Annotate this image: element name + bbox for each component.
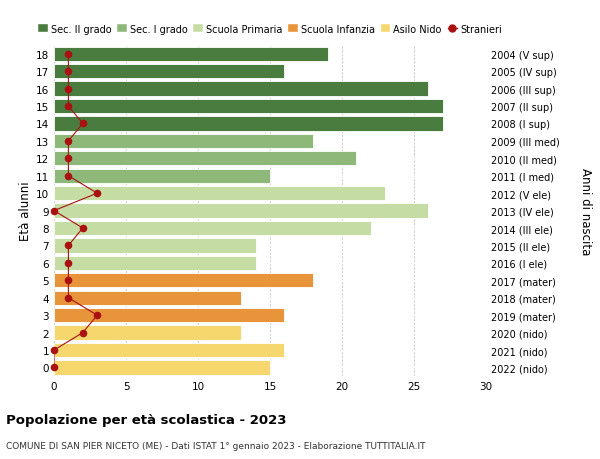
Bar	[54, 134, 313, 149]
Bar	[54, 256, 256, 270]
Point	[64, 103, 73, 111]
Point	[92, 190, 102, 197]
Y-axis label: Anni di nascita: Anni di nascita	[579, 168, 592, 255]
Bar	[54, 82, 428, 96]
Bar	[54, 204, 428, 218]
Bar	[54, 47, 328, 62]
Point	[92, 312, 102, 319]
Bar	[54, 343, 284, 358]
Legend: Sec. II grado, Sec. I grado, Scuola Primaria, Scuola Infanzia, Asilo Nido, Stran: Sec. II grado, Sec. I grado, Scuola Prim…	[38, 24, 502, 34]
Point	[64, 155, 73, 162]
Point	[78, 121, 88, 128]
Point	[49, 364, 59, 371]
Point	[64, 86, 73, 93]
Point	[49, 207, 59, 215]
Bar	[54, 239, 256, 253]
Point	[64, 173, 73, 180]
Text: Popolazione per età scolastica - 2023: Popolazione per età scolastica - 2023	[6, 413, 287, 426]
Bar	[54, 326, 241, 340]
Point	[64, 294, 73, 302]
Bar	[54, 274, 313, 288]
Point	[49, 347, 59, 354]
Y-axis label: Età alunni: Età alunni	[19, 181, 32, 241]
Point	[64, 260, 73, 267]
Point	[64, 242, 73, 250]
Point	[78, 329, 88, 336]
Bar	[54, 152, 356, 166]
Point	[78, 225, 88, 232]
Text: COMUNE DI SAN PIER NICETO (ME) - Dati ISTAT 1° gennaio 2023 - Elaborazione TUTTI: COMUNE DI SAN PIER NICETO (ME) - Dati IS…	[6, 441, 425, 450]
Bar	[54, 221, 371, 235]
Bar	[54, 100, 443, 114]
Bar	[54, 291, 241, 305]
Point	[64, 68, 73, 76]
Bar	[54, 361, 270, 375]
Bar	[54, 187, 385, 201]
Point	[64, 51, 73, 58]
Bar	[54, 169, 270, 184]
Bar	[54, 117, 443, 131]
Bar	[54, 65, 284, 79]
Bar	[54, 308, 284, 323]
Point	[64, 138, 73, 145]
Point	[64, 277, 73, 285]
